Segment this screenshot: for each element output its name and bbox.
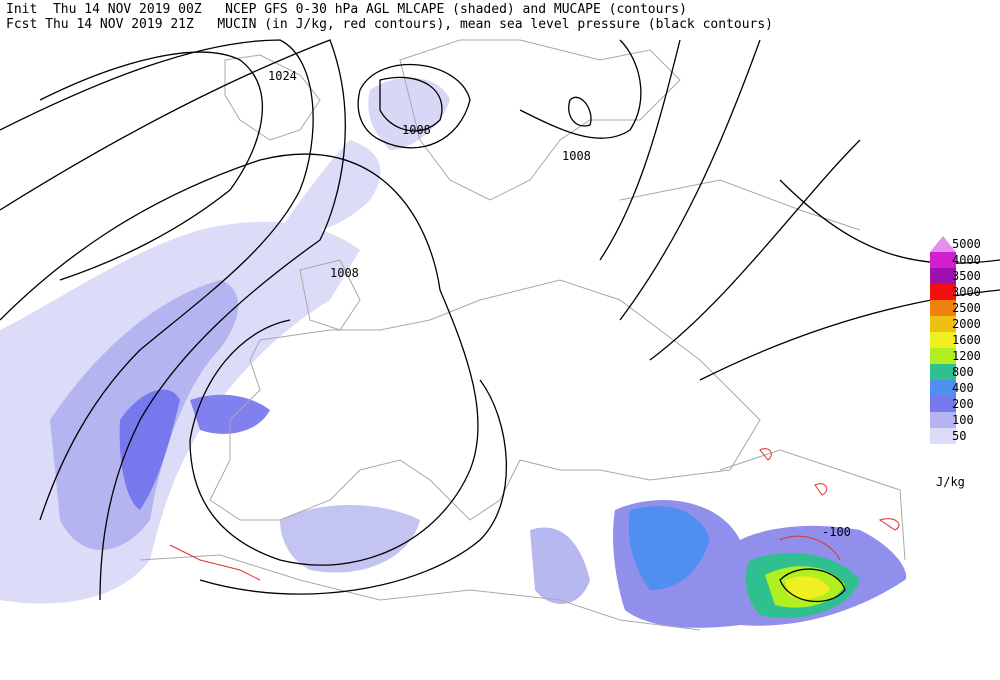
cin-contours xyxy=(169,448,900,581)
contour-label: 1008 xyxy=(562,149,591,163)
colorbar-label: 2500 xyxy=(952,301,981,315)
colorbar-box xyxy=(930,428,956,444)
contour-label: 1024 xyxy=(268,69,297,83)
colorbar-label: 1600 xyxy=(952,333,981,347)
header-line: Fcst Thu 14 NOV 2019 21Z MUCIN (in J/kg,… xyxy=(6,17,773,32)
contour-label: -100 xyxy=(822,525,851,539)
colorbar-box xyxy=(930,412,956,428)
colorbar-label: 800 xyxy=(952,365,974,379)
colorbar: 5000 4000 3500 3000 2500 2000 1600 1200 800 400 20… xyxy=(930,236,981,444)
colorbar-triangle xyxy=(930,236,956,252)
colorbar-box xyxy=(930,396,956,412)
colorbar-label: 100 xyxy=(952,413,974,427)
colorbar-box xyxy=(930,300,956,316)
colorbar-label: 1200 xyxy=(952,349,981,363)
colorbar-box xyxy=(930,332,956,348)
header-line: Init Thu 14 NOV 2019 00Z NCEP GFS 0-30 h… xyxy=(6,2,687,17)
colorbar-label: 400 xyxy=(952,381,974,395)
colorbar-label: 3000 xyxy=(952,285,981,299)
colorbar-box xyxy=(930,316,956,332)
isobars xyxy=(0,39,1000,603)
colorbar-label: 4000 xyxy=(952,253,981,267)
colorbar-box xyxy=(930,364,956,380)
legend-unit: J/kg xyxy=(936,475,965,489)
colorbar-box xyxy=(930,284,956,300)
colorbar-label: 5000 xyxy=(952,237,981,251)
coastlines xyxy=(139,39,906,631)
colorbar-box xyxy=(930,348,956,364)
colorbar-label: 200 xyxy=(952,397,974,411)
colorbar-label: 50 xyxy=(952,429,966,443)
colorbar-label: 3500 xyxy=(952,269,981,283)
contour-label: 1008 xyxy=(330,266,359,280)
cape-shading xyxy=(0,77,907,628)
contour-label: 1008 xyxy=(402,123,431,137)
colorbar-box xyxy=(930,252,956,268)
colorbar-box xyxy=(930,380,956,396)
colorbar-box xyxy=(930,268,956,284)
colorbar-label: 2000 xyxy=(952,317,981,331)
